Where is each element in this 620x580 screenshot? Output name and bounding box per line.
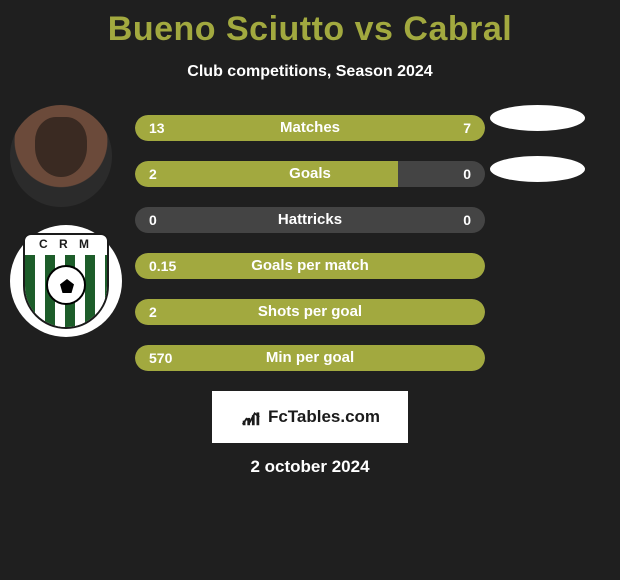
stat-row: 570Min per goal	[135, 345, 485, 371]
club-shield: C R M	[23, 233, 109, 329]
stat-label: Hattricks	[135, 207, 485, 233]
player1-column: C R M	[10, 105, 120, 355]
stat-label: Goals per match	[135, 253, 485, 279]
date-label: 2 october 2024	[0, 457, 620, 477]
comparison-panel: C R M 13Matches72Goals00Hattricks00.15Go…	[0, 115, 620, 371]
stat-row: 0Hattricks0	[135, 207, 485, 233]
player1-club-badge: C R M	[10, 225, 122, 337]
club-badge-text: C R M	[25, 237, 107, 251]
stat-bars: 13Matches72Goals00Hattricks00.15Goals pe…	[135, 115, 485, 371]
stat-value-right: 0	[463, 161, 471, 187]
stat-label: Shots per goal	[135, 299, 485, 325]
stat-label: Matches	[135, 115, 485, 141]
player2-column	[490, 105, 600, 207]
stat-label: Goals	[135, 161, 485, 187]
stat-row: 2Shots per goal	[135, 299, 485, 325]
stat-row: 2Goals0	[135, 161, 485, 187]
stat-value-right: 7	[463, 115, 471, 141]
player2-club-placeholder	[490, 156, 585, 182]
soccer-ball-icon	[46, 265, 86, 305]
stat-label: Min per goal	[135, 345, 485, 371]
stat-row: 0.15Goals per match	[135, 253, 485, 279]
watermark-text: FcTables.com	[268, 407, 380, 427]
page-title: Bueno Sciutto vs Cabral	[0, 0, 620, 49]
player1-avatar	[10, 105, 112, 207]
watermark: FcTables.com	[212, 391, 408, 443]
stat-value-right: 0	[463, 207, 471, 233]
player2-avatar-placeholder	[490, 105, 585, 131]
chart-icon	[240, 406, 262, 428]
stat-row: 13Matches7	[135, 115, 485, 141]
page-subtitle: Club competitions, Season 2024	[0, 63, 620, 81]
